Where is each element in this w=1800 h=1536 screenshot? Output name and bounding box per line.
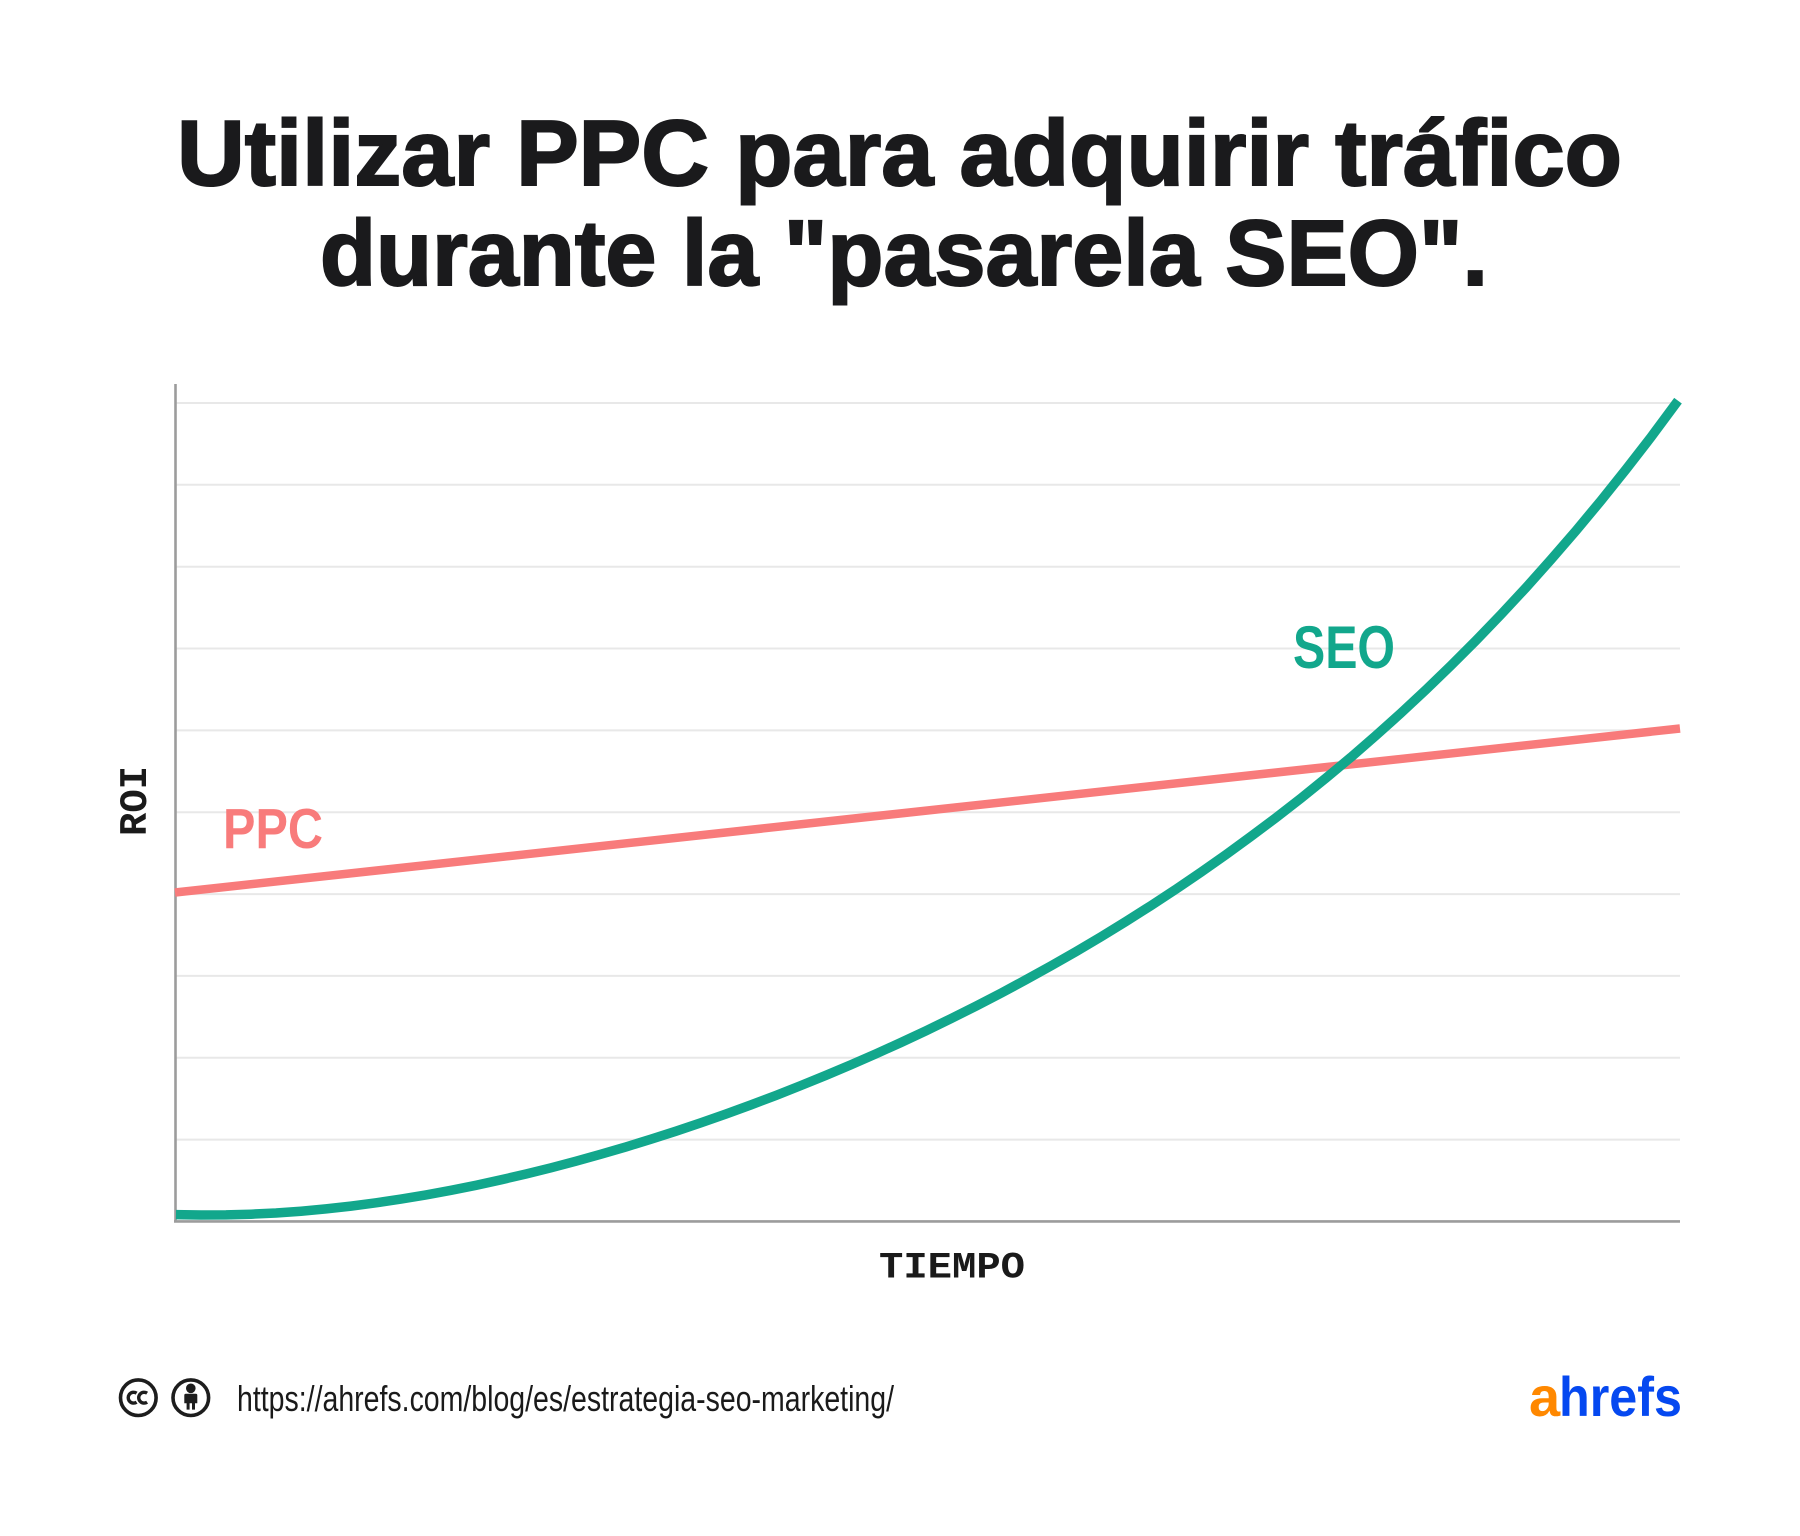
svg-text:a: a bbox=[1529, 1365, 1561, 1428]
svg-text:TIEMPO: TIEMPO bbox=[879, 1248, 1025, 1290]
svg-text:https://ahrefs.com/blog/es/est: https://ahrefs.com/blog/es/estrategia-se… bbox=[237, 1378, 894, 1419]
svg-text:Utilizar PPC para adquirir trá: Utilizar PPC para adquirir tráfico bbox=[177, 101, 1622, 205]
svg-text:SEO: SEO bbox=[1293, 614, 1395, 681]
svg-text:hrefs: hrefs bbox=[1559, 1365, 1682, 1428]
svg-text:durante la "pasarela SEO".: durante la "pasarela SEO". bbox=[320, 201, 1488, 305]
svg-text:PPC: PPC bbox=[223, 797, 323, 861]
svg-text:ROI: ROI bbox=[114, 766, 158, 836]
